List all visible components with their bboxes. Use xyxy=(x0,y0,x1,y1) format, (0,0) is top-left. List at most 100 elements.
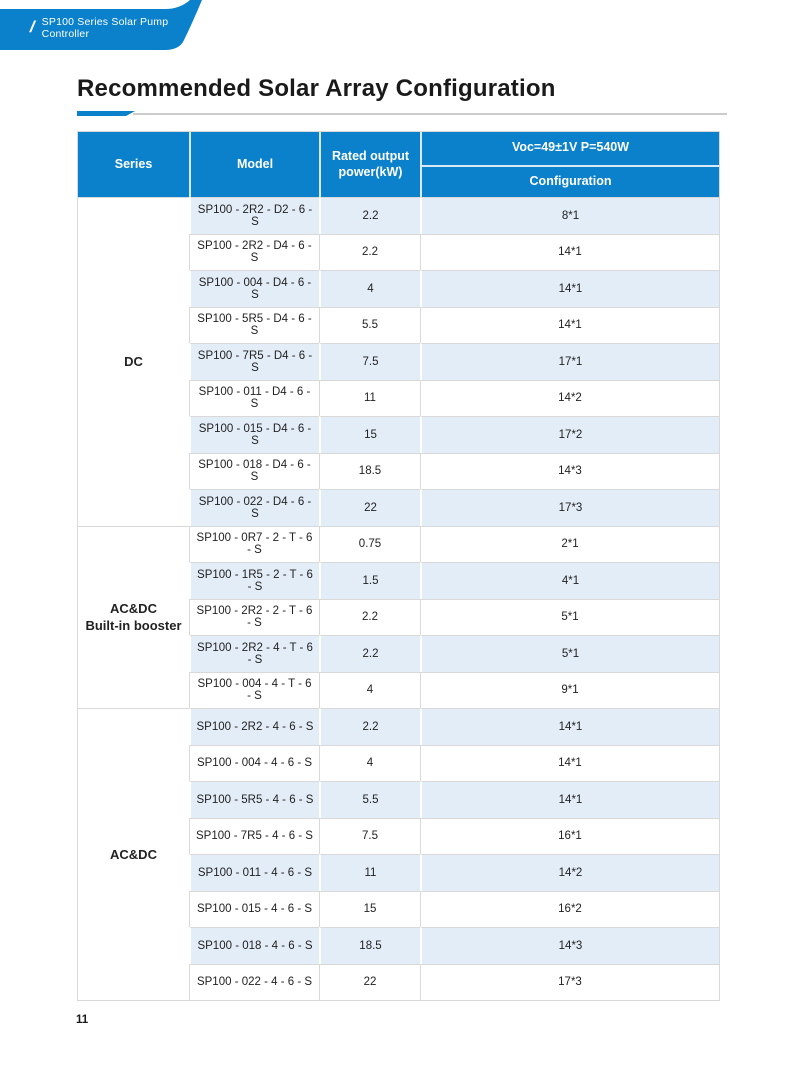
power-cell: 2.2 xyxy=(319,708,420,745)
power-cell: 11 xyxy=(319,379,420,416)
series-ribbon: / SP100 Series Solar Pump Controller xyxy=(0,0,212,50)
series-label: DC xyxy=(124,353,143,369)
table-row: SP100 - 5R5 - D4 - 6 - S 5.5 14*1 xyxy=(78,306,719,343)
model-cell: SP100 - 011 - 4 - 6 - S xyxy=(189,854,319,891)
model-cell: SP100 - 022 - 4 - 6 - S xyxy=(189,963,319,1000)
col-header-configuration: Configuration xyxy=(420,164,719,197)
config-cell: 14*1 xyxy=(420,708,719,745)
model-cell: SP100 - 2R2 - 4 - 6 - S xyxy=(189,708,319,745)
page-number: 11 xyxy=(76,1014,89,1026)
config-cell: 14*1 xyxy=(420,233,719,270)
series-cell-acdc-booster: AC&DC Built-in booster xyxy=(78,525,189,708)
config-cell: 17*1 xyxy=(420,343,719,380)
table-row: SP100 - 015 - 4 - 6 - S 15 16*2 xyxy=(78,890,719,927)
title-underline-line xyxy=(133,112,727,115)
solar-array-table: Series Model Rated output power(kW) Voc=… xyxy=(77,131,720,1001)
col-header-series: Series xyxy=(78,132,189,197)
config-cell: 14*1 xyxy=(420,781,719,818)
title-underline xyxy=(77,111,727,117)
power-cell: 2.2 xyxy=(319,598,420,635)
model-cell: SP100 - 5R5 - 4 - 6 - S xyxy=(189,781,319,818)
table-row: SP100 - 011 - D4 - 6 - S 11 14*2 xyxy=(78,379,719,416)
table-row: SP100 - 011 - 4 - 6 - S 11 14*2 xyxy=(78,854,719,891)
model-cell: SP100 - 022 - D4 - 6 - S xyxy=(189,489,319,526)
spec-table-container: Series Model Rated output power(kW) Voc=… xyxy=(77,131,720,1001)
power-cell: 7.5 xyxy=(319,817,420,854)
model-cell: SP100 - 0R7 - 2 - T - 6 - S xyxy=(189,525,319,562)
config-cell: 8*1 xyxy=(420,197,719,234)
model-cell: SP100 - 7R5 - D4 - 6 - S xyxy=(189,343,319,380)
table-row: SP100 - 018 - D4 - 6 - S 18.5 14*3 xyxy=(78,452,719,489)
series-cell-acdc: AC&DC xyxy=(78,708,189,1000)
power-cell: 22 xyxy=(319,963,420,1000)
power-cell: 18.5 xyxy=(319,452,420,489)
power-cell: 7.5 xyxy=(319,343,420,380)
config-cell: 17*3 xyxy=(420,489,719,526)
table-row: AC&DC Built-in booster SP100 - 0R7 - 2 -… xyxy=(78,525,719,708)
model-cell: SP100 - 2R2 - 4 - T - 6 - S xyxy=(189,635,319,672)
config-cell: 14*1 xyxy=(420,744,719,781)
model-cell: SP100 - 011 - D4 - 6 - S xyxy=(189,379,319,416)
table-row: AC&DC SP100 - 2R2 - 4 - 6 - S 2.2 14*1 xyxy=(78,708,719,1000)
power-cell: 18.5 xyxy=(319,927,420,964)
config-cell: 14*3 xyxy=(420,927,719,964)
model-cell: SP100 - 004 - 4 - 6 - S xyxy=(189,744,319,781)
config-cell: 17*2 xyxy=(420,416,719,453)
col-header-power: Rated output power(kW) xyxy=(319,132,420,197)
power-cell: 2.2 xyxy=(319,197,420,234)
power-cell: 15 xyxy=(319,890,420,927)
header-row-1: Series Model Rated output power(kW) Voc=… xyxy=(78,132,719,197)
power-cell: 15 xyxy=(319,416,420,453)
col-header-voc: Voc=49±1V P=540W xyxy=(420,132,719,165)
config-cell: 14*2 xyxy=(420,854,719,891)
model-cell: SP100 - 004 - D4 - 6 - S xyxy=(189,270,319,307)
config-cell: 5*1 xyxy=(420,635,719,672)
power-cell: 2.2 xyxy=(319,635,420,672)
series-label-line2: Built-in booster xyxy=(85,618,182,634)
table-row: SP100 - 004 - 4 - 6 - S 4 14*1 xyxy=(78,744,719,781)
model-cell: SP100 - 004 - 4 - T - 6 - S xyxy=(189,671,319,708)
slash-icon: / xyxy=(29,18,35,36)
table-row: SP100 - 7R5 - D4 - 6 - S 7.5 17*1 xyxy=(78,343,719,380)
model-cell: SP100 - 018 - 4 - 6 - S xyxy=(189,927,319,964)
ribbon-text: / SP100 Series Solar Pump Controller xyxy=(30,0,212,50)
table-row: SP100 - 7R5 - 4 - 6 - S 7.5 16*1 xyxy=(78,817,719,854)
ribbon-label: SP100 Series Solar Pump Controller xyxy=(41,15,169,40)
config-cell: 16*1 xyxy=(420,817,719,854)
title-block: Recommended Solar Array Configuration xyxy=(77,74,727,117)
power-cell: 1.5 xyxy=(319,562,420,599)
power-cell: 0.75 xyxy=(319,525,420,562)
ribbon-shape xyxy=(0,0,202,50)
config-cell: 9*1 xyxy=(420,671,719,708)
model-cell: SP100 - 015 - D4 - 6 - S xyxy=(189,416,319,453)
table-row: SP100 - 004 - D4 - 6 - S 4 14*1 xyxy=(78,270,719,307)
header-row-2: Configuration xyxy=(78,164,719,197)
power-cell: 22 xyxy=(319,489,420,526)
config-cell: 14*3 xyxy=(420,452,719,489)
power-cell: 2.2 xyxy=(319,233,420,270)
table-row: SP100 - 2R2 - D4 - 6 - S 2.2 14*1 xyxy=(78,233,719,270)
series-cell-dc: DC xyxy=(78,197,189,526)
config-cell: 16*2 xyxy=(420,890,719,927)
model-cell: SP100 - 2R2 - D2 - 6 - S xyxy=(189,197,319,234)
config-cell: 14*1 xyxy=(420,306,719,343)
title-underline-accent xyxy=(77,111,135,116)
config-cell: 4*1 xyxy=(420,562,719,599)
series-label: AC&DC xyxy=(110,600,157,616)
model-cell: SP100 - 015 - 4 - 6 - S xyxy=(189,890,319,927)
col-header-power-line1: Rated output xyxy=(331,148,410,163)
table-row: SP100 - 5R5 - 4 - 6 - S 5.5 14*1 xyxy=(78,781,719,818)
table-row: SP100 - 022 - D4 - 6 - S 22 17*3 xyxy=(78,489,719,526)
table-row: SP100 - 004 - 4 - T - 6 - S 4 9*1 xyxy=(78,671,719,708)
table-row: SP100 - 022 - 4 - 6 - S 22 17*3 xyxy=(78,963,719,1000)
table-row: DC SP100 - 2R2 - D2 - 6 - S 2.2 8*1 xyxy=(78,197,719,526)
table-row: SP100 - 018 - 4 - 6 - S 18.5 14*3 xyxy=(78,927,719,964)
power-cell: 4 xyxy=(319,744,420,781)
col-header-power-line2: power(kW) xyxy=(338,164,403,179)
model-cell: SP100 - 5R5 - D4 - 6 - S xyxy=(189,306,319,343)
col-header-model: Model xyxy=(189,132,319,197)
page-title: Recommended Solar Array Configuration xyxy=(77,75,556,102)
config-cell: 14*1 xyxy=(420,270,719,307)
model-cell: SP100 - 1R5 - 2 - T - 6 - S xyxy=(189,562,319,599)
model-cell: SP100 - 2R2 - D4 - 6 - S xyxy=(189,233,319,270)
